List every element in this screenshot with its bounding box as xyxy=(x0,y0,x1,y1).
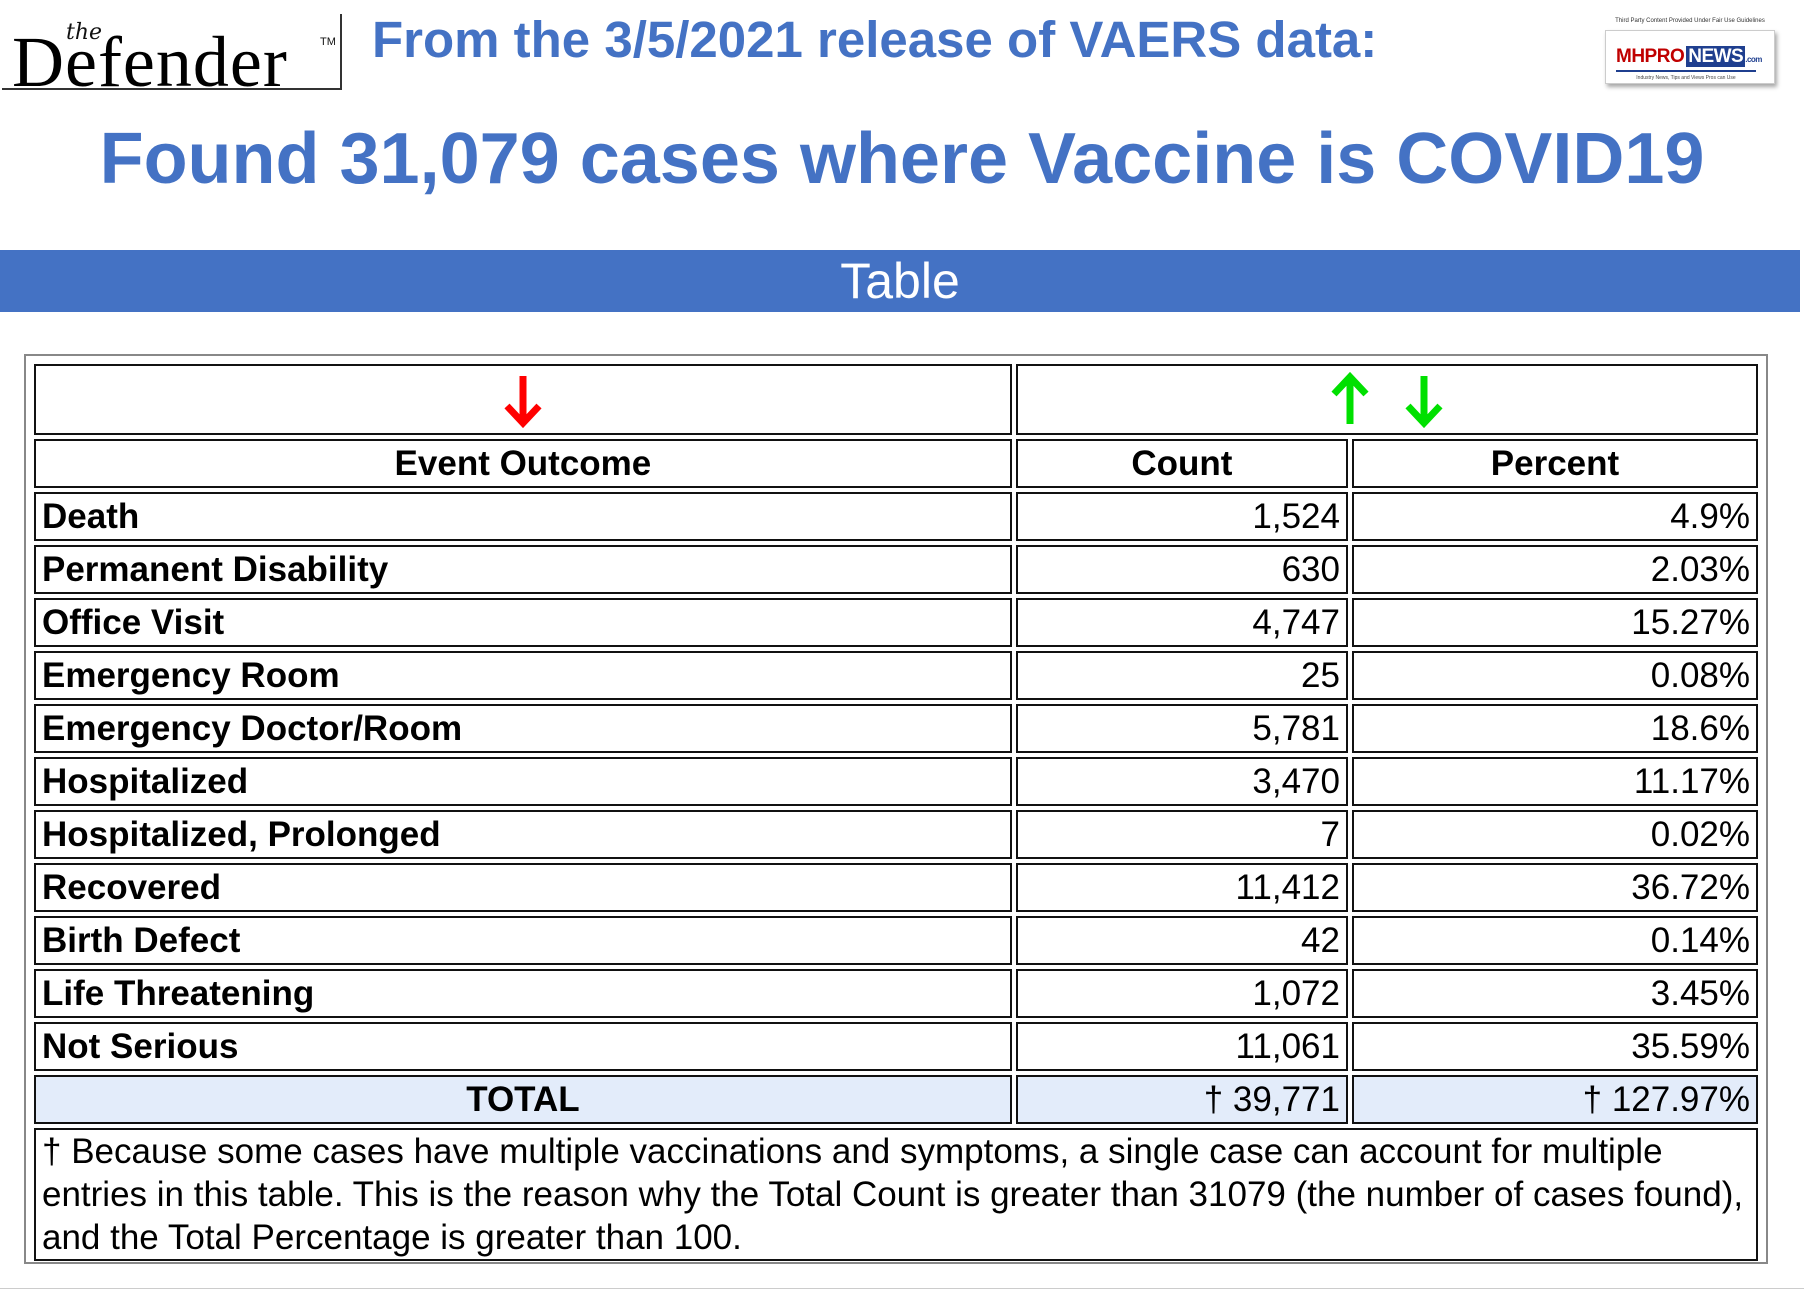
percent-cell: 0.02% xyxy=(1351,810,1758,859)
outcome-cell: Death xyxy=(34,492,1012,541)
percent-cell: 4.9% xyxy=(1351,492,1758,541)
outcome-cell: Hospitalized, Prolonged xyxy=(34,810,1012,859)
percent-cell: 2.03% xyxy=(1351,545,1758,594)
total-count: † 39,771 xyxy=(1015,1075,1348,1124)
sort-count-cell[interactable] xyxy=(1015,364,1758,435)
count-cell: 630 xyxy=(1015,545,1348,594)
count-cell: 5,781 xyxy=(1015,704,1348,753)
sort-down-red-icon[interactable] xyxy=(503,372,543,428)
table-row: Emergency Doctor/Room 5,781 18.6% xyxy=(34,704,1758,753)
badge-wordmark: MHPRO NEWS .com xyxy=(1616,46,1762,68)
badge-tagline: Industry News, Tips and Views Pros can U… xyxy=(1636,75,1736,81)
outcome-cell: Birth Defect xyxy=(34,916,1012,965)
badge-news: NEWS xyxy=(1686,46,1746,67)
count-cell: 11,412 xyxy=(1015,863,1348,912)
count-cell: 1,524 xyxy=(1015,492,1348,541)
badge-com: .com xyxy=(1745,55,1762,64)
defender-logo: the Defender TM xyxy=(2,14,342,98)
logo-the: the xyxy=(66,20,103,45)
outcome-cell: Permanent Disability xyxy=(34,545,1012,594)
table-row: Office Visit 4,747 15.27% xyxy=(34,598,1758,647)
count-cell: 4,747 xyxy=(1015,598,1348,647)
table-banner: Table xyxy=(0,250,1800,312)
total-row: TOTAL † 39,771 † 127.97% xyxy=(34,1075,1758,1124)
mhpronews-badge: Third Party Content Provided Under Fair … xyxy=(1600,18,1775,90)
logo-name: Defender xyxy=(12,22,288,102)
table-row: Death 1,524 4.9% xyxy=(34,492,1758,541)
table-row: Life Threatening 1,072 3.45% xyxy=(34,969,1758,1018)
headline: Found 31,079 cases where Vaccine is COVI… xyxy=(99,119,1705,199)
outcome-cell: Emergency Doctor/Room xyxy=(34,704,1012,753)
logo-trademark: TM xyxy=(320,36,336,48)
header-percent: Percent xyxy=(1351,439,1758,488)
table-row: Emergency Room 25 0.08% xyxy=(34,651,1758,700)
header-count: Count xyxy=(1015,439,1348,488)
percent-cell: 15.27% xyxy=(1351,598,1758,647)
results-table-frame: Event Outcome Count Percent Death 1,524 4.… xyxy=(24,354,1768,1264)
table-body: Death 1,524 4.9% Permanent Disability 630 2.0… xyxy=(34,492,1758,1071)
percent-cell: 3.45% xyxy=(1351,969,1758,1018)
footnote: † Because some cases have multiple vacci… xyxy=(34,1128,1758,1261)
badge-mh: MHPRO xyxy=(1616,46,1685,67)
count-cell: 11,061 xyxy=(1015,1022,1348,1071)
count-cell: 42 xyxy=(1015,916,1348,965)
percent-cell: 36.72% xyxy=(1351,863,1758,912)
table-row: Not Serious 11,061 35.59% xyxy=(34,1022,1758,1071)
percent-cell: 18.6% xyxy=(1351,704,1758,753)
table-row: Recovered 11,412 36.72% xyxy=(34,863,1758,912)
total-percent: † 127.97% xyxy=(1351,1075,1758,1124)
table-row: Hospitalized, Prolonged 7 0.02% xyxy=(34,810,1758,859)
sort-outcome-cell[interactable] xyxy=(34,364,1012,435)
table-row: Permanent Disability 630 2.03% xyxy=(34,545,1758,594)
count-cell: 7 xyxy=(1015,810,1348,859)
note-row: † Because some cases have multiple vacci… xyxy=(34,1128,1758,1261)
header-event-outcome: Event Outcome xyxy=(34,439,1012,488)
count-cell: 1,072 xyxy=(1015,969,1348,1018)
fair-use-note: Third Party Content Provided Under Fair … xyxy=(1615,18,1765,24)
table-row: Birth Defect 42 0.14% xyxy=(34,916,1758,965)
release-subtitle: From the 3/5/2021 release of VAERS data: xyxy=(372,11,1378,68)
outcome-cell: Emergency Room xyxy=(34,651,1012,700)
count-cell: 3,470 xyxy=(1015,757,1348,806)
percent-cell: 11.17% xyxy=(1351,757,1758,806)
total-label: TOTAL xyxy=(34,1075,1012,1124)
sort-row xyxy=(34,364,1758,435)
percent-cell: 0.14% xyxy=(1351,916,1758,965)
header-row: Event Outcome Count Percent xyxy=(34,439,1758,488)
count-cell: 25 xyxy=(1015,651,1348,700)
outcome-cell: Not Serious xyxy=(34,1022,1012,1071)
sort-up-green-icon[interactable] xyxy=(1330,371,1370,428)
sort-down-green-icon[interactable] xyxy=(1404,372,1444,428)
outcome-cell: Hospitalized xyxy=(34,757,1012,806)
outcome-cell: Recovered xyxy=(34,863,1012,912)
page-bottom-rule xyxy=(0,1288,1804,1289)
table-row: Hospitalized 3,470 11.17% xyxy=(34,757,1758,806)
outcome-cell: Office Visit xyxy=(34,598,1012,647)
percent-cell: 0.08% xyxy=(1351,651,1758,700)
percent-cell: 35.59% xyxy=(1351,1022,1758,1071)
outcome-cell: Life Threatening xyxy=(34,969,1012,1018)
results-table: Event Outcome Count Percent Death 1,524 4.… xyxy=(30,360,1762,1265)
badge-rule xyxy=(1616,70,1756,72)
